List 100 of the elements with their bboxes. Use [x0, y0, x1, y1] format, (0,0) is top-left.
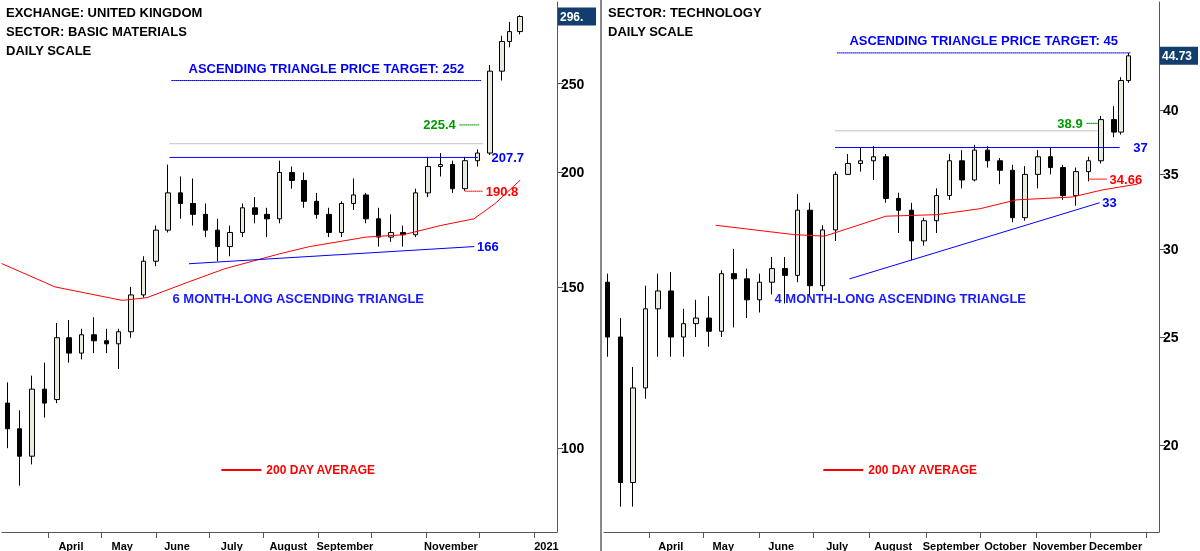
- candlestick: [972, 144, 977, 182]
- y-tick-label: 20: [1163, 436, 1179, 453]
- text: 44.73: [1162, 48, 1193, 63]
- candlestick: [1098, 115, 1104, 164]
- x-tick-label: September: [316, 539, 375, 551]
- candlestick: [845, 153, 851, 175]
- candlestick: [517, 14, 523, 35]
- candlestick: [277, 160, 282, 224]
- candlestick: [42, 362, 47, 419]
- candlestick: [227, 225, 233, 257]
- x-tick-label: July: [220, 539, 244, 551]
- candlestick: [630, 366, 636, 508]
- candlestick: [997, 157, 1003, 185]
- candlestick: [833, 171, 838, 242]
- candlestick: [1086, 156, 1091, 182]
- candlestick: [17, 409, 22, 487]
- candlestick: [1035, 149, 1041, 189]
- candlestick: [769, 256, 775, 295]
- candlestick: [1048, 147, 1053, 175]
- candlestick: [883, 153, 889, 204]
- candlestick: [909, 202, 914, 261]
- x-tick-label: December: [1089, 539, 1143, 551]
- candlestick: [782, 256, 788, 304]
- candlestick: [1126, 52, 1131, 84]
- annotation: EXCHANGE: UNITED KINGDOM: [6, 5, 203, 20]
- candlestick: [363, 192, 369, 224]
- candlestick: [858, 147, 863, 173]
- x-tick-label: August: [874, 539, 913, 551]
- candlestick: [141, 255, 146, 299]
- annotation: DAILY SCALE: [6, 43, 92, 58]
- candlestick: [668, 271, 674, 358]
- candlestick: [487, 64, 493, 156]
- candlestick: [744, 268, 750, 319]
- series-label: 38.9: [1057, 115, 1083, 131]
- line-series: [1, 180, 521, 301]
- y-tick-label: 40: [1163, 101, 1179, 118]
- candlestick: [1010, 164, 1015, 223]
- x-tick-label: April: [658, 539, 684, 551]
- candlestick: [203, 202, 208, 238]
- x-tick-label: June: [164, 539, 190, 551]
- candlestick: [618, 317, 623, 508]
- candlestick: [719, 269, 724, 338]
- x-tick-label: April: [58, 539, 84, 551]
- candlestick: [351, 177, 356, 211]
- candlestick: [240, 202, 245, 238]
- x-tick-label: September: [922, 539, 981, 551]
- candlestick: [264, 207, 270, 238]
- candlestick: [757, 273, 762, 313]
- candlestick: [91, 316, 97, 354]
- series-label: 225.4: [423, 117, 457, 133]
- candlestick: [215, 218, 220, 262]
- candlestick: [314, 192, 319, 220]
- candlestick: [326, 207, 332, 238]
- series-label: 33: [1102, 195, 1117, 211]
- candlestick: [947, 153, 952, 201]
- candlestick: [643, 285, 648, 400]
- candlestick: [1022, 165, 1028, 222]
- candlestick: [104, 328, 109, 354]
- x-tick-label: 2021: [534, 539, 559, 551]
- candlestick: [178, 175, 183, 220]
- candlestick: [301, 171, 307, 209]
- annotation: SECTOR: BASIC MATERIALS: [6, 24, 188, 39]
- y-tick-label: 25: [1163, 329, 1179, 345]
- candlestick: [499, 35, 505, 82]
- candlestick: [79, 328, 84, 360]
- candlestick: [896, 192, 901, 234]
- series-label: 34.66: [1109, 171, 1143, 187]
- annotation: 6 MONTH-LONG ASCENDING TRIANGLE: [172, 291, 425, 307]
- y-tick-label: 150: [561, 278, 585, 295]
- candlestick: [820, 224, 825, 292]
- candlestick: [339, 200, 344, 238]
- series-label: 207.7: [491, 149, 525, 165]
- series-label: ASCENDING TRIANGLE PRICE TARGET: 45: [849, 33, 1118, 49]
- candlestick: [153, 225, 159, 267]
- x-tick-label: November: [424, 539, 479, 551]
- candlestick: [605, 273, 610, 358]
- candlestick: [795, 193, 800, 283]
- candlestick: [5, 381, 10, 449]
- annotation: SECTOR: TECHNOLOGY: [608, 5, 762, 20]
- candlestick: [681, 308, 686, 358]
- candlestick: [693, 299, 699, 338]
- candlestick: [1060, 164, 1066, 201]
- series-label: 166: [476, 239, 499, 255]
- y-tick-label: 30: [1163, 240, 1179, 257]
- series-label: 37: [1133, 140, 1148, 156]
- candlestick: [1073, 167, 1079, 207]
- x-tick-label: July: [826, 539, 850, 551]
- candlestick: [54, 322, 60, 404]
- candlestick: [462, 156, 468, 192]
- legend-label: 200 DAY AVERAGE: [266, 463, 376, 477]
- x-tick-label: November: [1032, 539, 1088, 551]
- candlestick: [706, 295, 712, 348]
- candlestick: [450, 160, 455, 194]
- y-tick-label: 200: [561, 164, 585, 181]
- candlestick: [959, 149, 965, 189]
- candlestick: [165, 164, 171, 233]
- candlestick: [507, 21, 512, 48]
- candlestick: [475, 148, 480, 168]
- candlestick: [190, 177, 196, 227]
- series-label: ASCENDING TRIANGLE PRICE TARGET: 252: [188, 61, 465, 77]
